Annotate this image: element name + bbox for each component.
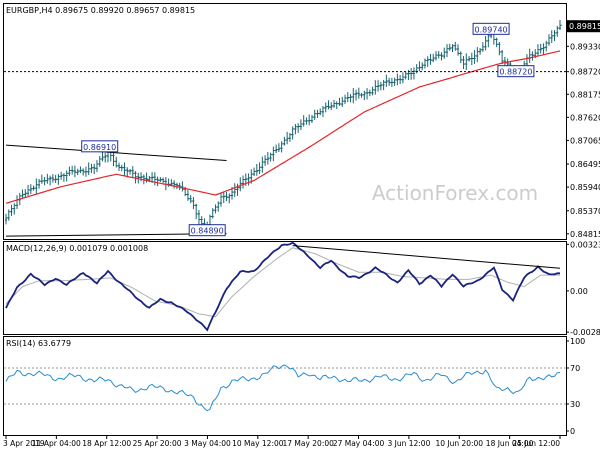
rsi-axis-label: 30 (570, 400, 580, 409)
macd-title: MACD(12,26,9) 0.001079 0.001008 (6, 244, 148, 253)
annotation-box (497, 65, 535, 78)
time-axis-label: 10 May 12:00 (232, 439, 284, 448)
time-axis-label: 25 Jun 12:00 (512, 439, 560, 448)
price-axis-label: 0.88175 (570, 90, 600, 99)
axis-layer: 0.89815 0.89330 0.88720 0.88175 0.87620 0.870… (3, 20, 600, 448)
macd-axis-label: 0.003239 (570, 240, 600, 249)
price-axis-label: 0.85370 (570, 207, 600, 216)
price-series-layer: 0.86910 0.84890 0.89740 0.88720 (4, 19, 566, 237)
time-axis-label: 3 Apr 2019 (3, 439, 45, 448)
time-axis-label: 3 May 04:00 (184, 439, 231, 448)
time-axis-label: 27 May 04:00 (333, 439, 385, 448)
watermark: ActionForex.com (372, 181, 538, 205)
price-level-annotation: 0.88720 (497, 65, 535, 78)
annotation-label: 0.89740 (475, 25, 508, 34)
macd-panel-frame (3, 241, 567, 335)
annotation-box (472, 22, 510, 35)
price-axis-label: 0.86495 (570, 160, 600, 169)
time-axis-label: 11 Apr 04:00 (32, 439, 81, 448)
time-axis-label: 10 Jun 20:00 (435, 439, 483, 448)
time-axis-label: 25 Apr 20:00 (133, 439, 182, 448)
rsi-panel-frame (3, 336, 567, 436)
price-axis-label: 0.89330 (570, 42, 600, 51)
price-level-annotation: 0.86910 (81, 140, 119, 153)
price-axis-label: 0.88720 (570, 68, 600, 77)
price-axis-label: 0.87620 (570, 113, 600, 122)
current-price-label: 0.89815 (569, 22, 600, 31)
time-axis-label: 18 Jun 04:00 (486, 439, 534, 448)
price-level-annotation: 0.89740 (472, 22, 510, 35)
annotation-label: 0.88720 (499, 68, 532, 77)
price-level-annotation: 0.84890 (188, 224, 226, 237)
rsi-title: RSI(14) 63.6779 (6, 339, 71, 348)
rsi-line (5, 364, 561, 412)
price-axis-label: 0.85940 (570, 183, 600, 192)
rsi-series-layer (4, 364, 566, 412)
macd-axis-label: -0.002868 (570, 328, 600, 337)
annotation-label: 0.86910 (83, 143, 116, 152)
macd-axis-label: 0.00 (570, 287, 588, 296)
rsi-axis-label: 100 (570, 337, 585, 346)
price-trendline (5, 144, 227, 162)
rsi-axis-label: 0 (570, 427, 575, 436)
time-axis-label: 18 Apr 12:00 (82, 439, 131, 448)
macd-series-layer (5, 241, 561, 332)
chart-symbol-header: EURGBP,H4 0.89675 0.89920 0.89657 0.8981… (6, 6, 195, 15)
macd-signal-line (5, 247, 560, 318)
annotation-box (81, 140, 119, 153)
time-axis-label: 3 Jun 12:00 (387, 439, 430, 448)
price-axis-label: 0.84815 (570, 230, 600, 239)
time-axis-label: 17 May 20:00 (282, 439, 334, 448)
current-price-marker (567, 20, 600, 33)
price-panel-frame (3, 3, 567, 240)
rsi-axis-label: 70 (570, 364, 580, 373)
price-axis-label: 0.87065 (570, 136, 600, 145)
macd-line (5, 241, 560, 332)
macd-trendline (292, 245, 561, 269)
moving-average-line (5, 50, 561, 204)
annotation-box (188, 224, 226, 237)
annotation-label: 0.84890 (191, 227, 224, 236)
